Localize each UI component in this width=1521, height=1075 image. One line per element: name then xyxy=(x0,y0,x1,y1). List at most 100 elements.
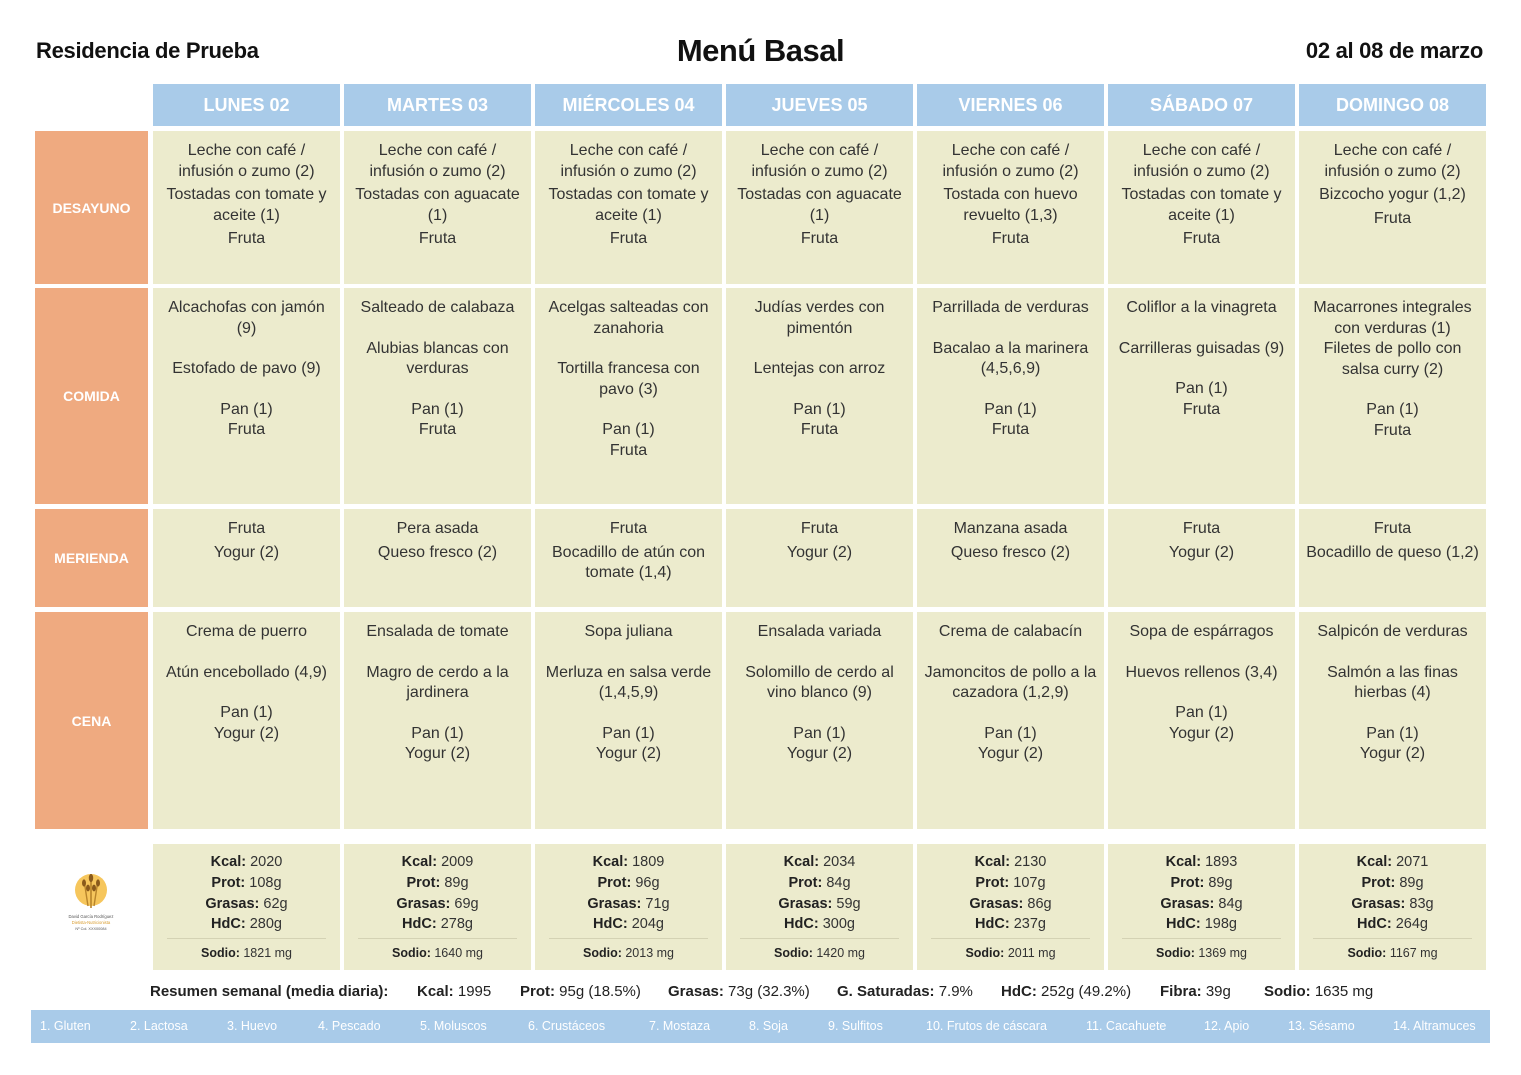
dish: Lentejas con arroz xyxy=(753,360,886,377)
dish: Solomillo de cerdo al vino blanco (9) xyxy=(745,663,894,702)
nutrition-sodio: Sodio: 1420 mg xyxy=(740,938,899,961)
menu-cell: Pera asada Queso fresco (2) xyxy=(344,509,531,607)
nutrition-grasas: Grasas: 86g xyxy=(969,895,1052,912)
dish: Bizcocho yogur (1,2) xyxy=(1319,186,1466,203)
nutrition-block: Kcal: 2034 Prot: 84g Grasas: 59g HdC: 300g S… xyxy=(726,844,913,970)
dish: Pan (1) xyxy=(984,724,1037,742)
allergen-item: 4. Pescado xyxy=(318,1019,381,1033)
dish: Fruta xyxy=(227,230,266,247)
dish: Fruta xyxy=(991,230,1030,247)
nutrition-prot: Prot: 89g xyxy=(1361,874,1424,891)
dish: Merluza en salsa verde (1,4,5,9) xyxy=(545,663,712,702)
dish: Fruta xyxy=(227,421,266,438)
nutrition-block: Kcal: 2009 Prot: 89g Grasas: 69g HdC: 278g S… xyxy=(344,844,531,970)
dish: Alcachofas con jamón (9) xyxy=(168,299,325,337)
allergen-item: 12. Apio xyxy=(1204,1019,1250,1033)
menu-cell: Crema de puerro Atún encebollado (4,9) Pan… xyxy=(153,612,340,829)
dish: Acelgas salteadas con zanahoria xyxy=(548,299,709,337)
menu-cell: Fruta Bocadillo de queso (1,2) xyxy=(1299,509,1486,607)
dish: Coliflor a la vinagreta xyxy=(1126,299,1277,316)
nutrition-hdc: HdC: 198g xyxy=(1166,916,1237,933)
dish: Yogur (2) xyxy=(1168,724,1235,742)
weekly-summary: Resumen semanal (media diaria): Kcal: 19… xyxy=(150,983,1481,1003)
dish: Pan (1) xyxy=(793,400,846,418)
dish: Pan (1) xyxy=(220,704,273,721)
menu-cell: Leche con café / infusión o zumo (2) Tost… xyxy=(344,131,531,284)
dish: Judías verdes con pimentón xyxy=(754,299,885,337)
menu-cell: Leche con café / infusión o zumo (2) Tost… xyxy=(535,131,722,284)
dish: Leche con café / infusión o zumo (2) xyxy=(1133,142,1270,180)
menu-cell: Manzana asada Queso fresco (2) xyxy=(917,509,1104,607)
dish: Fruta xyxy=(227,520,266,537)
dish: Fruta xyxy=(1182,400,1221,418)
dish: Manzana asada xyxy=(953,520,1068,537)
nutrition-block: Kcal: 1809 Prot: 96g Grasas: 71g HdC: 204g S… xyxy=(535,844,722,970)
dish: Fruta xyxy=(418,230,457,247)
dish: Leche con café / infusión o zumo (2) xyxy=(560,142,697,180)
summary-grasas: Grasas: 73g (32.3%) xyxy=(668,983,810,1000)
menu-cell: Fruta Yogur (2) xyxy=(1108,509,1295,607)
day-header: LUNES 02 xyxy=(153,84,340,126)
dish: Salpicón de verduras xyxy=(1317,623,1468,640)
dish: Fruta xyxy=(609,441,648,459)
dish: Bocadillo de atún con tomate (1,4) xyxy=(552,543,705,582)
dish: Fruta xyxy=(1373,209,1412,227)
dish: Tostadas con tomate y aceite (1) xyxy=(166,186,327,224)
dish: Huevos rellenos (3,4) xyxy=(1125,663,1278,681)
dish: Pan (1) xyxy=(602,421,655,438)
nutrition-grasas: Grasas: 59g xyxy=(778,895,861,912)
nutrition-hdc: HdC: 237g xyxy=(975,916,1046,933)
day-header: VIERNES 06 xyxy=(917,84,1104,126)
nutrition-block: Kcal: 1893 Prot: 89g Grasas: 84g HdC: 198g S… xyxy=(1108,844,1295,970)
page-title: Menú Basal xyxy=(676,33,845,68)
dish: Queso fresco (2) xyxy=(950,543,1071,561)
menu-cell: Fruta Yogur (2) xyxy=(726,509,913,607)
dish: Pan (1) xyxy=(602,724,655,742)
dish: Tostadas con tomate y aceite (1) xyxy=(548,186,709,224)
allergen-item: 6. Crustáceos xyxy=(528,1019,606,1033)
dish: Crema de puerro xyxy=(186,623,307,640)
nutrition-kcal: Kcal: 1893 xyxy=(1165,854,1238,870)
menu-cell: Coliflor a la vinagreta Carrilleras guisa… xyxy=(1108,288,1295,504)
dish: Fruta xyxy=(609,520,648,537)
nutrition-prot: Prot: 108g xyxy=(211,874,282,891)
dish: Ensalada variada xyxy=(757,623,882,640)
nutrition-kcal: Kcal: 1809 xyxy=(592,854,665,870)
nutrition-prot: Prot: 107g xyxy=(975,874,1046,891)
nutrition-hdc: HdC: 300g xyxy=(784,916,855,933)
dish: Tortilla francesa con pavo (3) xyxy=(557,360,700,398)
dish: Queso fresco (2) xyxy=(377,543,498,561)
dish: Macarrones integrales con verduras (1) xyxy=(1313,299,1472,337)
dish: Estofado de pavo (9) xyxy=(172,360,321,377)
dish: Sopa juliana xyxy=(584,623,673,640)
svg-text:David García Rodríguez: David García Rodríguez xyxy=(69,914,114,919)
dish: Fruta xyxy=(609,230,648,247)
dish: Leche con café / infusión o zumo (2) xyxy=(942,142,1079,180)
menu-cell: Sopa juliana Merluza en salsa verde (1,4,… xyxy=(535,612,722,829)
nutrition-sodio: Sodio: 2013 mg xyxy=(549,938,708,961)
nutrition-sodio: Sodio: 1821 mg xyxy=(167,938,326,961)
nutrition-grasas: Grasas: 84g xyxy=(1160,895,1243,912)
menu-cell: Parrillada de verduras Bacalao a la marin… xyxy=(917,288,1104,504)
dish: Yogur (2) xyxy=(404,745,471,762)
day-header: JUEVES 05 xyxy=(726,84,913,126)
menu-cell: Leche con café / infusión o zumo (2) Bizc… xyxy=(1299,131,1486,284)
dish: Yogur (2) xyxy=(595,745,662,762)
nutrition-kcal: Kcal: 2130 xyxy=(974,854,1047,870)
dish: Pan (1) xyxy=(1175,704,1228,721)
menu-cell: Crema de calabacín Jamoncitos de pollo a … xyxy=(917,612,1104,829)
menu-cell: Sopa de espárragos Huevos rellenos (3,4) P… xyxy=(1108,612,1295,829)
menu-cell: Salteado de calabaza Alubias blancas con … xyxy=(344,288,531,504)
dish: Pan (1) xyxy=(793,724,846,742)
dish: Pan (1) xyxy=(411,724,464,742)
dish: Yogur (2) xyxy=(977,745,1044,762)
nutrition-prot: Prot: 84g xyxy=(788,874,851,891)
dish: Pan (1) xyxy=(984,400,1037,418)
dish: Pan (1) xyxy=(1175,380,1228,397)
menu-cell: Leche con café / infusión o zumo (2) Tost… xyxy=(153,131,340,284)
dish: Filetes de pollo con salsa curry (2) xyxy=(1323,340,1462,378)
dish: Yogur (2) xyxy=(786,745,853,762)
day-header: DOMINGO 08 xyxy=(1299,84,1486,126)
day-header: SÁBADO 07 xyxy=(1108,84,1295,126)
summary-hdc: HdC: 252g (49.2%) xyxy=(1001,983,1132,1000)
